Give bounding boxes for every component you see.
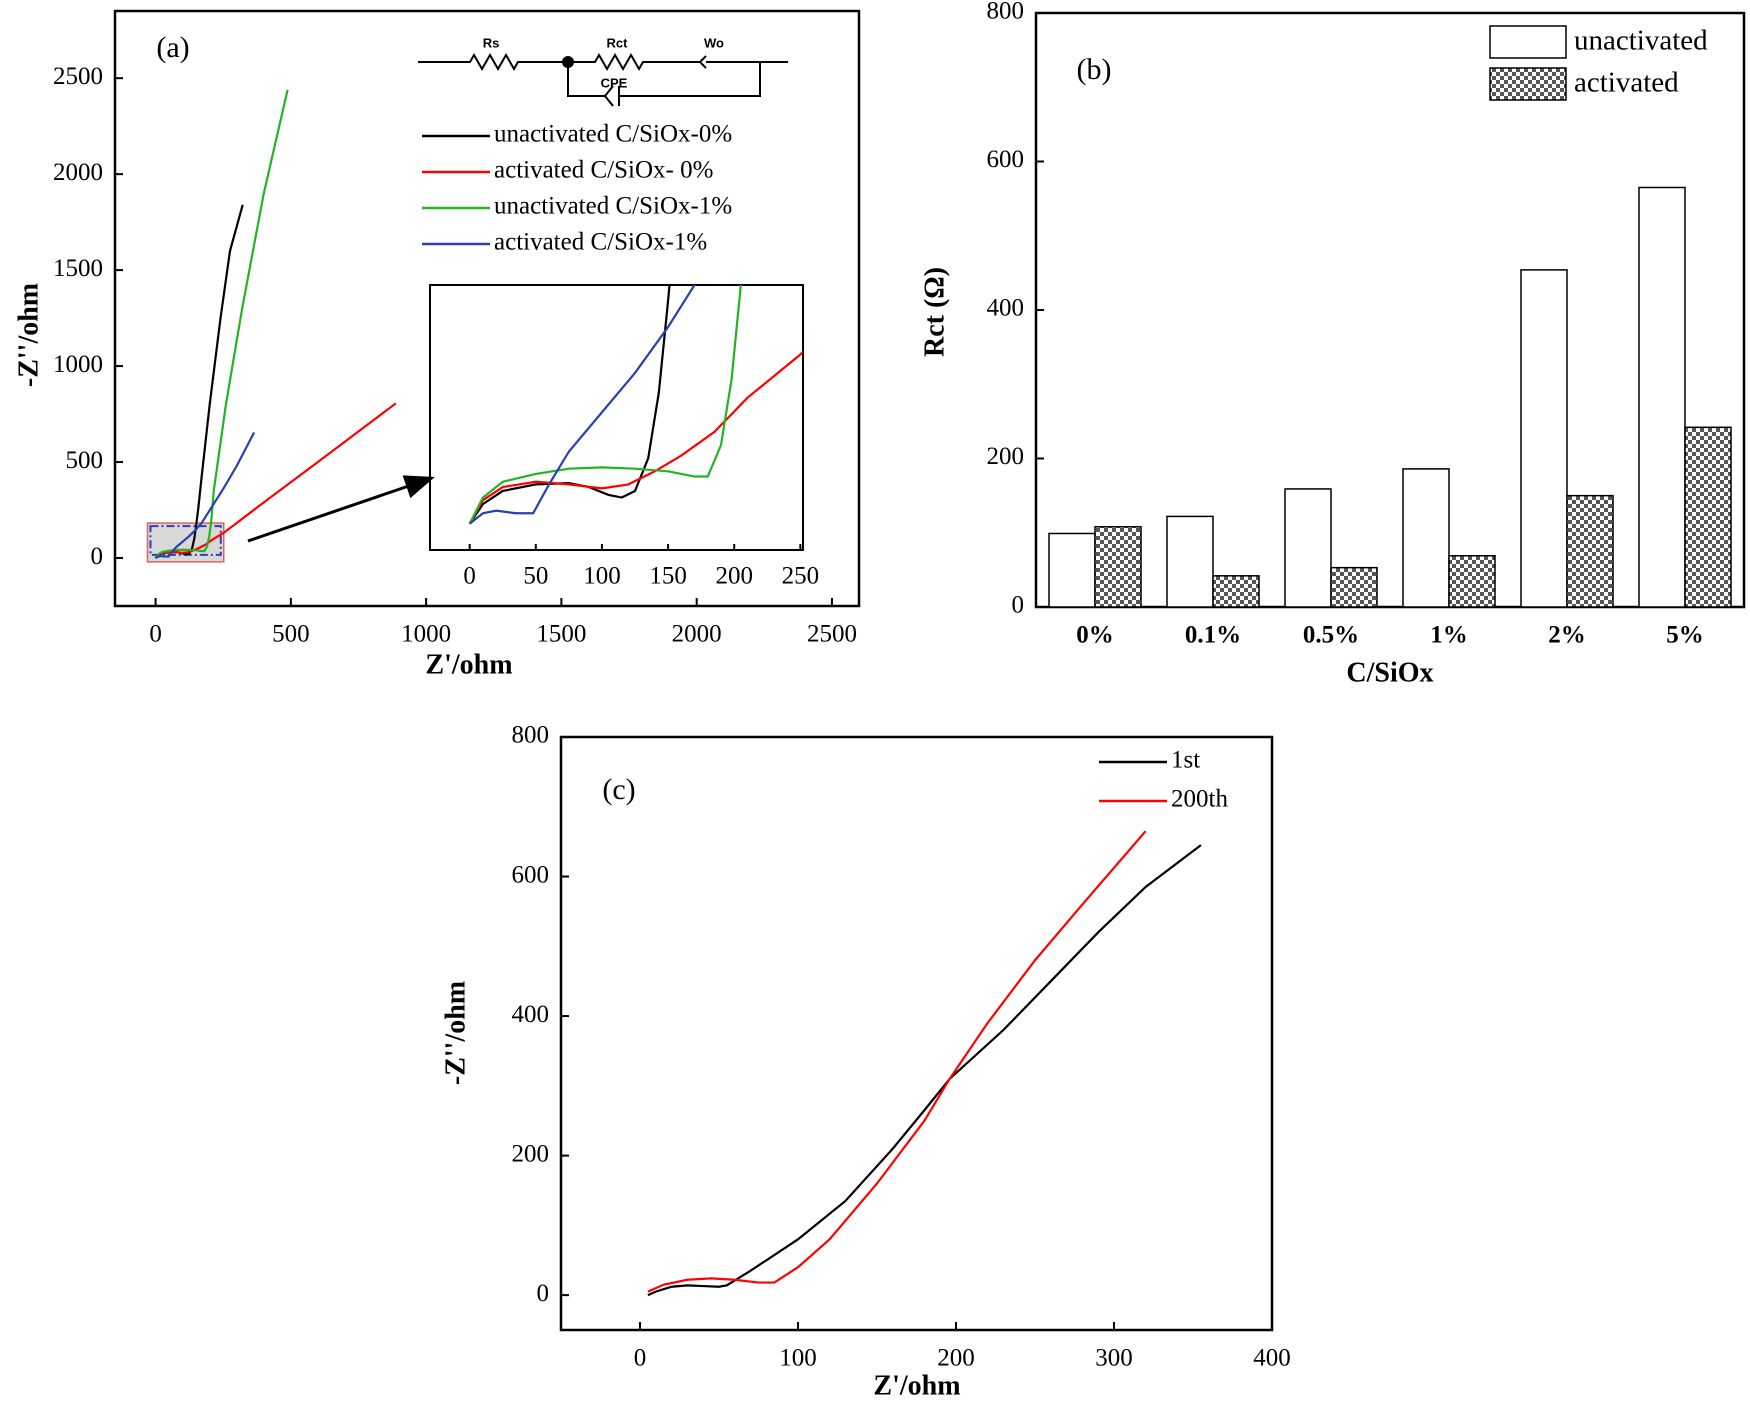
inset-x-tick-label: 100 xyxy=(583,563,621,590)
y-axis-label: -Z''/ohm xyxy=(13,283,44,387)
bar xyxy=(1448,555,1496,608)
bar xyxy=(1520,269,1568,608)
zoom-arrow xyxy=(247,475,435,543)
bar xyxy=(1094,526,1142,608)
bar xyxy=(1566,494,1614,608)
legend-label: unactivated C/SiOx-1% xyxy=(494,193,732,220)
y-tick-label: 1500 xyxy=(53,255,103,282)
bar xyxy=(1212,575,1260,608)
legend-label: unactivated C/SiOx-0% xyxy=(494,121,732,148)
inset-frame xyxy=(429,284,804,551)
circuit-label: Rs xyxy=(483,35,500,50)
y-tick-label: 200 xyxy=(512,1140,550,1167)
x-tick-label: 200 xyxy=(937,1345,975,1372)
y-tick-label: 600 xyxy=(512,861,550,888)
x-tick-label: 0.5% xyxy=(1303,622,1359,649)
y-tick-label: 0 xyxy=(1012,592,1025,619)
y-tick-label: 400 xyxy=(987,295,1025,322)
plot-frame xyxy=(559,735,1274,1332)
series-line xyxy=(155,431,256,559)
legend-label: activated C/SiOx-1% xyxy=(494,229,707,256)
panel-label: (b) xyxy=(1077,53,1112,86)
series-line xyxy=(468,285,742,525)
x-axis-label: Z'/ohm xyxy=(425,649,512,680)
inset-x-tick-label: 0 xyxy=(463,563,476,590)
panel-label: (c) xyxy=(602,773,635,806)
x-tick-label: 100 xyxy=(779,1345,817,1372)
y-tick-label: 400 xyxy=(512,1001,550,1028)
legend-swatch xyxy=(1489,67,1567,101)
panel-label: (a) xyxy=(156,31,189,64)
circuit-label: Wo xyxy=(704,35,724,50)
y-tick-label: 2000 xyxy=(53,159,103,186)
legend-label: 1st xyxy=(1171,747,1200,774)
inset-plot xyxy=(468,285,803,525)
circuit-node xyxy=(562,56,574,68)
series-line xyxy=(647,830,1147,1293)
y-tick-label: 500 xyxy=(66,447,104,474)
x-tick-label: 500 xyxy=(272,621,310,648)
inset-x-tick-label: 250 xyxy=(782,563,820,590)
y-tick-label: 2500 xyxy=(53,63,103,90)
x-tick-label: 0.1% xyxy=(1185,622,1241,649)
x-tick-label: 0 xyxy=(149,621,162,648)
series-line xyxy=(468,285,696,525)
x-tick-label: 1% xyxy=(1430,622,1468,649)
x-tick-label: 2000 xyxy=(672,621,722,648)
inset-x-tick-label: 150 xyxy=(649,563,687,590)
bar xyxy=(1684,426,1732,608)
series-line xyxy=(647,844,1202,1297)
bar xyxy=(1330,566,1378,608)
legend-label: activated xyxy=(1574,67,1679,99)
bar xyxy=(1402,468,1450,608)
x-tick-label: 2500 xyxy=(807,621,857,648)
bar xyxy=(1166,515,1214,608)
y-axis-label: -Z''/ohm xyxy=(440,981,471,1085)
y-tick-label: 200 xyxy=(987,443,1025,470)
legend-label: 200th xyxy=(1171,786,1228,813)
bar xyxy=(1638,186,1686,608)
x-axis-label: Z'/ohm xyxy=(873,1370,960,1401)
bar xyxy=(1048,532,1096,608)
y-tick-label: 800 xyxy=(987,0,1025,25)
bar xyxy=(1284,488,1332,608)
inset-x-tick-label: 50 xyxy=(523,563,548,590)
plot-frame xyxy=(1034,11,1746,609)
x-tick-label: 5% xyxy=(1666,622,1704,649)
y-tick-label: 800 xyxy=(512,722,550,749)
x-tick-label: 0% xyxy=(1076,622,1114,649)
y-tick-label: 0 xyxy=(537,1280,550,1307)
x-tick-label: 300 xyxy=(1095,1345,1133,1372)
circuit-label: Rct xyxy=(607,35,629,50)
series-line xyxy=(468,285,671,525)
y-tick-label: 600 xyxy=(987,146,1025,173)
circuit-label: CPE xyxy=(601,75,628,90)
circuit xyxy=(418,52,788,107)
legend-label: unactivated xyxy=(1574,25,1708,57)
y-tick-label: 1000 xyxy=(53,351,103,378)
x-tick-label: 400 xyxy=(1253,1345,1291,1372)
x-tick-label: 0 xyxy=(634,1345,647,1372)
circuit-wire xyxy=(418,52,788,107)
plot-frame xyxy=(113,9,861,608)
x-axis-label: C/SiOx xyxy=(1346,657,1433,688)
inset-x-tick-label: 200 xyxy=(715,563,753,590)
x-tick-label: 2% xyxy=(1548,622,1586,649)
y-tick-label: 0 xyxy=(91,543,104,570)
legend-swatch xyxy=(1489,25,1567,59)
x-tick-label: 1500 xyxy=(536,621,586,648)
y-axis-label: Rct (Ω) xyxy=(919,267,950,357)
legend-label: activated C/SiOx- 0% xyxy=(494,157,713,184)
x-tick-label: 1000 xyxy=(401,621,451,648)
series-line xyxy=(154,89,289,559)
